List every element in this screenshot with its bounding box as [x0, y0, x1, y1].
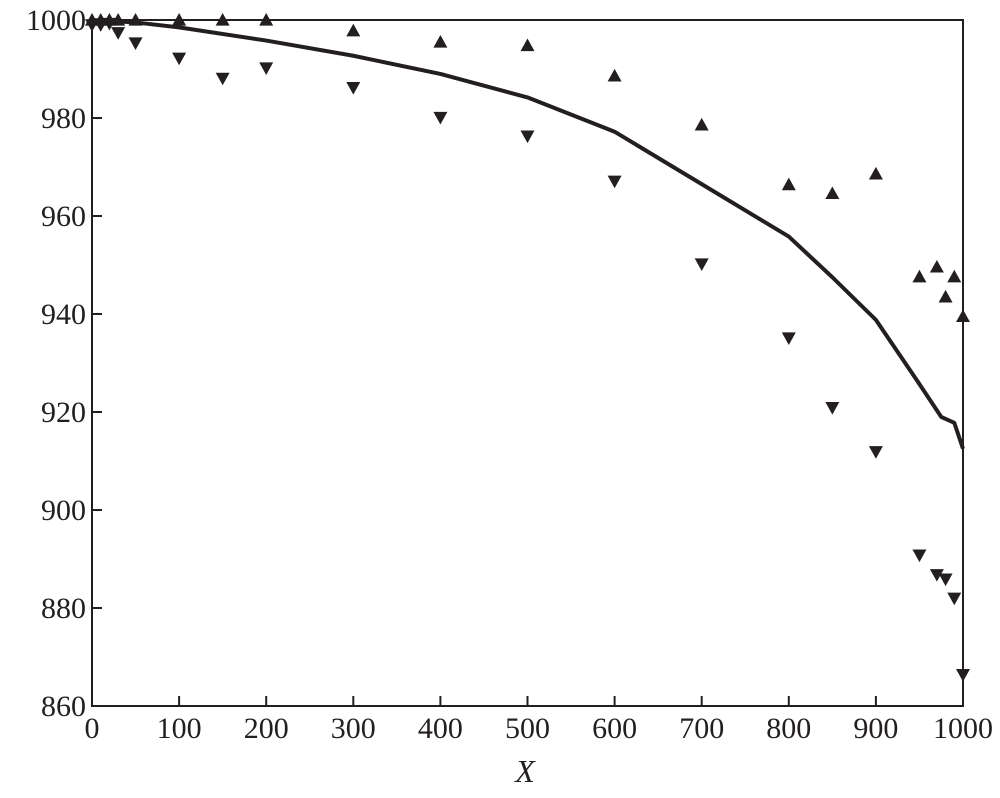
plot-marks [85, 13, 970, 682]
lower-point [929, 569, 944, 582]
y-tick-label: 880 [41, 592, 86, 625]
lower-point [947, 592, 962, 606]
x-tick-label: 100 [157, 712, 202, 745]
lower-point [128, 37, 143, 51]
y-axis: 860 880 900 920 940 960 980 1000 [26, 4, 102, 723]
x-tick-label: 500 [505, 712, 550, 745]
x-tick-label: 400 [418, 712, 463, 745]
x-tick-label: 700 [679, 712, 724, 745]
lower-point [172, 52, 187, 66]
upper-point [346, 23, 361, 37]
upper-point [433, 35, 448, 48]
mean-line [91, 18, 965, 450]
x-tick-label: 800 [766, 712, 811, 745]
lower-point [259, 62, 274, 76]
x-axis: 0 100 200 300 400 500 600 700 800 900 1000 [85, 696, 993, 745]
lower-point [956, 669, 970, 682]
upper-point [825, 186, 840, 200]
lower-point [912, 549, 927, 563]
lower-point [215, 72, 230, 86]
lower-point [825, 401, 840, 415]
upper-point [868, 166, 883, 180]
upper-point [947, 269, 962, 283]
x-tick-label: 200 [244, 712, 289, 745]
upper-point [956, 309, 970, 323]
upper-point [938, 289, 953, 303]
lower-point [694, 258, 709, 272]
x-tick-label: 900 [853, 712, 898, 745]
lower-point [433, 111, 448, 125]
upper-point [520, 38, 535, 52]
x-tick-label: 1000 [933, 712, 993, 745]
x-tick-label: 300 [331, 712, 376, 745]
lower-point [346, 82, 361, 95]
x-tick-label: 600 [592, 712, 637, 745]
lower-point [781, 332, 796, 346]
upper-point [912, 269, 927, 283]
upper-point [607, 68, 622, 82]
x-tick-label: 0 [85, 712, 100, 745]
y-tick-label: 1000 [26, 4, 86, 37]
y-tick-label: 920 [41, 396, 86, 429]
lower-point [938, 573, 953, 587]
upper-point [172, 13, 187, 26]
upper-point [781, 177, 796, 191]
y-tick-label: 940 [41, 298, 86, 331]
lower-point [868, 446, 883, 459]
y-tick-label: 900 [41, 494, 86, 527]
y-tick-label: 960 [41, 200, 86, 233]
upper-point [215, 13, 230, 26]
lower-point [111, 27, 126, 40]
y-tick-label: 980 [41, 102, 86, 135]
plot-frame [91, 19, 964, 707]
upper-point [694, 117, 709, 131]
x-axis-label: X [513, 753, 536, 789]
lower-point [520, 130, 535, 144]
upper-point [929, 259, 944, 273]
lower-point [607, 175, 622, 189]
upper-point [259, 13, 274, 26]
y-tick-label: 860 [41, 690, 86, 723]
